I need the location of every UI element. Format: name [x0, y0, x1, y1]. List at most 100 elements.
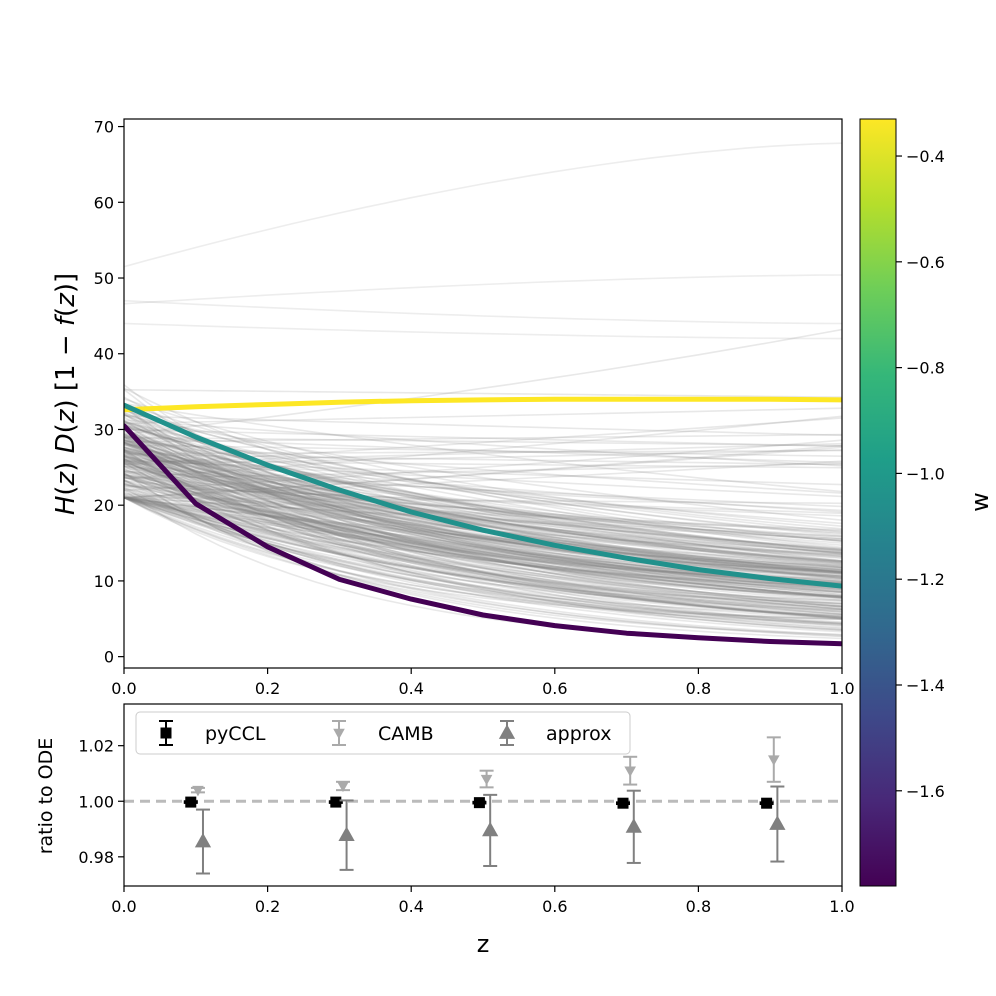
- background-curve: [124, 454, 842, 594]
- background-curve: [124, 475, 842, 610]
- background-curve: [124, 472, 842, 599]
- bottom-y-tick-label: 1.00: [78, 792, 114, 811]
- bottom-x-tick-label: 0.0: [111, 897, 136, 916]
- top-x-tick-label: 0.2: [255, 679, 280, 698]
- background-curve: [124, 405, 842, 607]
- background-curve: [124, 496, 842, 607]
- data-point-camb: [480, 774, 493, 786]
- background-curve: [124, 458, 842, 599]
- background-curve: [124, 472, 842, 609]
- background-curve: [124, 457, 842, 619]
- background-curve: [124, 450, 842, 542]
- background-curve: [124, 142, 842, 268]
- background-curve: [124, 445, 842, 579]
- top-x-tick-label: 0.6: [542, 679, 567, 698]
- bottom-x-tick-label: 0.4: [398, 897, 423, 916]
- background-curve: [124, 496, 842, 540]
- background-curve: [124, 460, 842, 598]
- legend-marker-approx: [498, 724, 516, 739]
- background-curve: [124, 441, 842, 573]
- background-curve: [124, 496, 842, 569]
- background-curve: [124, 474, 842, 538]
- bottom-panel: 0.0 0.2 0.4 0.6 0.8 1.0 0.98 1.00 1.02 z ratio …: [35, 703, 855, 958]
- background-curve: [124, 485, 842, 515]
- background-curve: [124, 441, 842, 590]
- background-curve: [124, 410, 842, 537]
- bottom-y-ticks: 0.98 1.00 1.02: [78, 737, 124, 867]
- top-x-tick-label: 0.0: [111, 679, 136, 698]
- colorbar-tick-label: −1.6: [906, 782, 945, 801]
- background-curve: [124, 471, 842, 640]
- background-curve: [124, 442, 842, 464]
- data-point-approx: [338, 826, 355, 842]
- background-curve: [124, 458, 842, 624]
- background-curve: [124, 436, 842, 608]
- background-curve: [124, 496, 842, 629]
- background-curve: [124, 440, 842, 572]
- background-curve: [124, 455, 842, 572]
- data-point-approx: [482, 821, 499, 837]
- background-curve: [124, 465, 842, 605]
- background-curve: [124, 449, 842, 627]
- background-curve: [124, 444, 842, 457]
- background-curve: [124, 496, 842, 590]
- bottom-y-axis-label: ratio to ODE: [35, 738, 57, 855]
- background-curve: [124, 415, 842, 437]
- background-curve: [124, 496, 842, 538]
- background-curve: [124, 441, 842, 605]
- background-curve: [124, 421, 842, 550]
- background-curve: [124, 431, 842, 574]
- background-curve: [124, 388, 842, 588]
- background-curve: [124, 442, 842, 616]
- background-curve: [124, 446, 842, 552]
- background-curve: [124, 460, 842, 588]
- background-curve: [124, 436, 842, 617]
- background-curve: [124, 465, 842, 554]
- background-curve: [124, 435, 842, 616]
- background-curve: [124, 480, 842, 593]
- background-curve: [124, 496, 842, 573]
- background-curve: [124, 274, 842, 305]
- background-curve: [124, 455, 842, 620]
- background-curve: [124, 496, 842, 621]
- top-y-tick-label: 70: [94, 118, 114, 137]
- background-curve: [124, 479, 842, 625]
- top-y-axis-label: H(z) D(z) [1 − f(z)]: [51, 273, 81, 515]
- background-curve: [124, 419, 842, 575]
- background-curve: [124, 416, 842, 586]
- background-curve: [124, 461, 842, 597]
- background-curve: [124, 443, 842, 563]
- background-curve: [124, 496, 842, 625]
- background-curve: [124, 485, 842, 631]
- top-plot-frame: [123, 118, 843, 669]
- background-curve: [124, 483, 842, 587]
- top-y-tick-label: 0: [104, 648, 114, 667]
- background-curve: [124, 476, 842, 589]
- background-curve: [124, 448, 842, 602]
- background-curve: [124, 422, 842, 577]
- bottom-x-axis-label: z: [477, 930, 490, 958]
- background-curve: [124, 448, 842, 599]
- background-curve: [124, 474, 842, 589]
- legend-marker-camb: [333, 728, 345, 740]
- series-line: [124, 402, 842, 589]
- background-curve: [124, 495, 842, 608]
- background-curve: [124, 475, 842, 554]
- background-curve: [124, 492, 842, 531]
- background-curve: [124, 446, 842, 499]
- colorbar-tick-label: −1.2: [906, 570, 945, 589]
- background-curve: [124, 480, 842, 534]
- background-curve: [124, 434, 842, 555]
- background-curve: [124, 463, 842, 564]
- background-curve: [124, 462, 842, 605]
- background-curve: [124, 423, 842, 562]
- background-curve: [124, 496, 842, 587]
- data-point-pyccl: [330, 796, 342, 808]
- background-curve: [124, 493, 842, 612]
- background-curve: [124, 428, 842, 572]
- data-point-pyccl: [473, 797, 485, 809]
- background-curve: [124, 404, 842, 594]
- background-curve: [124, 450, 842, 625]
- background-curve: [124, 496, 842, 611]
- background-curve: [124, 460, 842, 546]
